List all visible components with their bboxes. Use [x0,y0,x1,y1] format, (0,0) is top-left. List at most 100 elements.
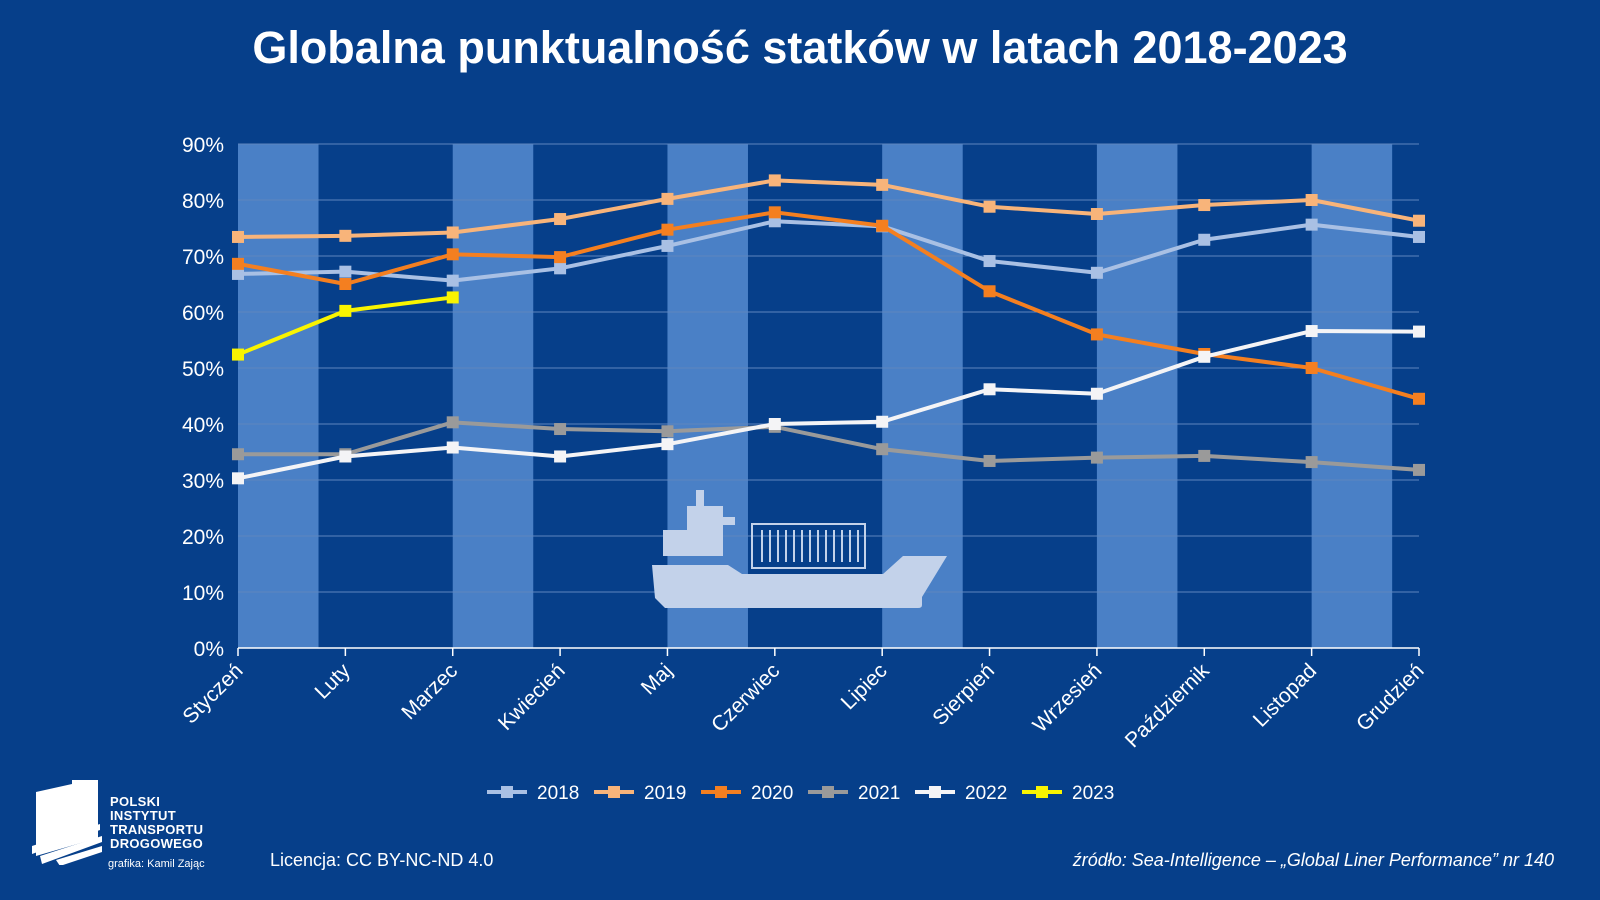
legend-item: 2020 [701,783,793,804]
legend-label: 2020 [751,783,793,804]
logo-line: TRANSPORTU [110,822,204,837]
x-tick-label: Maj [637,659,677,699]
graphic-credit: grafika: Kamil Zając [108,858,205,870]
data-point [983,255,996,268]
data-point [339,278,352,290]
data-point [554,262,567,275]
data-point [876,219,889,232]
month-band [1311,144,1393,648]
y-tick-label: 70% [182,246,224,269]
x-tick-label: Październik [1121,659,1214,752]
legend-marker [715,786,727,798]
x-tick-label: Kwiecień [494,659,570,735]
x-tick-label: Marzec [397,659,462,724]
data-point [1198,449,1211,462]
data-point [554,251,567,264]
data-point [1413,214,1425,227]
legend-item: 2019 [594,783,686,804]
data-point [1413,392,1425,405]
data-point [446,226,459,239]
data-point [1305,194,1318,206]
y-axis-tick-labels: 0% 10% 20% 30% 40% 50% 60% 70% 80% 90% [182,134,224,661]
data-point [661,438,674,451]
data-point [1305,218,1318,231]
data-point [1090,451,1103,464]
series-lines [232,174,1425,485]
axes [237,647,1420,656]
series-2020 [232,206,1425,405]
logo-line: POLSKI [110,794,161,809]
data-point [232,257,244,270]
data-point [1198,350,1211,363]
data-point [1305,362,1318,374]
series-line [237,210,1420,401]
data-point [554,213,567,226]
data-point [339,304,352,317]
data-point [1090,387,1103,400]
legend: 2018 2019 2020 2021 2022 2023 [487,783,1114,804]
data-point [339,229,352,242]
x-axis-tick-labels: Styczeń Luty Marzec Kwiecień Maj Czerwiec Lipi… [178,659,1428,752]
logo-wordmark: POLSKI INSTYTUT TRANSPORTU DROGOWEGO [110,795,203,851]
data-point [983,285,996,298]
x-tick-label: Sierpień [928,659,999,730]
data-point [661,223,674,236]
data-point [446,291,459,304]
legend-label: 2023 [1072,783,1114,804]
series-line [237,329,1420,481]
pitd-logo [28,780,258,885]
data-point [232,348,244,361]
month-band [238,144,319,648]
data-point [1413,463,1425,476]
legend-item: 2022 [915,783,1007,804]
series-line [237,178,1420,239]
legend-item: 2018 [487,783,579,804]
alternating-month-bands [238,144,1393,648]
y-tick-label: 50% [182,358,224,381]
data-point [446,416,459,429]
series-line [237,219,1420,283]
data-point [339,450,352,463]
month-band [452,144,534,648]
license-text: Licencja: CC BY-NC-ND 4.0 [270,850,494,870]
data-point [661,425,674,438]
x-tick-label: Luty [311,659,356,704]
y-tick-label: 90% [182,134,224,157]
data-point [1305,325,1318,338]
data-point [446,248,459,261]
data-point [983,200,996,213]
data-point [232,267,244,280]
data-point [232,230,244,243]
y-tick-label: 40% [182,414,224,437]
logo-line: DROGOWEGO [110,836,203,851]
data-point [876,443,889,456]
data-point [339,265,352,278]
series-2022 [232,325,1425,485]
x-tick-label: Lipiec [837,659,892,714]
x-tick-label: Listopad [1249,659,1321,731]
y-tick-label: 80% [182,190,224,213]
x-tick-label: Grudzień [1352,659,1429,736]
legend-label: 2018 [537,783,579,804]
data-point [768,206,781,219]
source-text: źródło: Sea-Intelligence – „Global Liner… [1072,850,1554,870]
data-point [446,441,459,454]
y-tick-label: 0% [194,638,224,661]
data-point [446,274,459,287]
y-tick-label: 60% [182,302,224,325]
data-point [661,239,674,252]
data-point [661,192,674,205]
data-point [1305,456,1318,469]
data-point [1413,325,1425,338]
pitd-logo-mark [32,780,102,866]
data-point [1198,233,1211,246]
data-point [983,454,996,467]
data-point [876,415,889,428]
legend-label: 2019 [644,783,686,804]
container-ship-icon [652,490,947,608]
y-tick-label: 30% [182,470,224,493]
data-point [1413,230,1425,243]
data-point [768,174,781,187]
legend-item: 2021 [808,783,900,804]
